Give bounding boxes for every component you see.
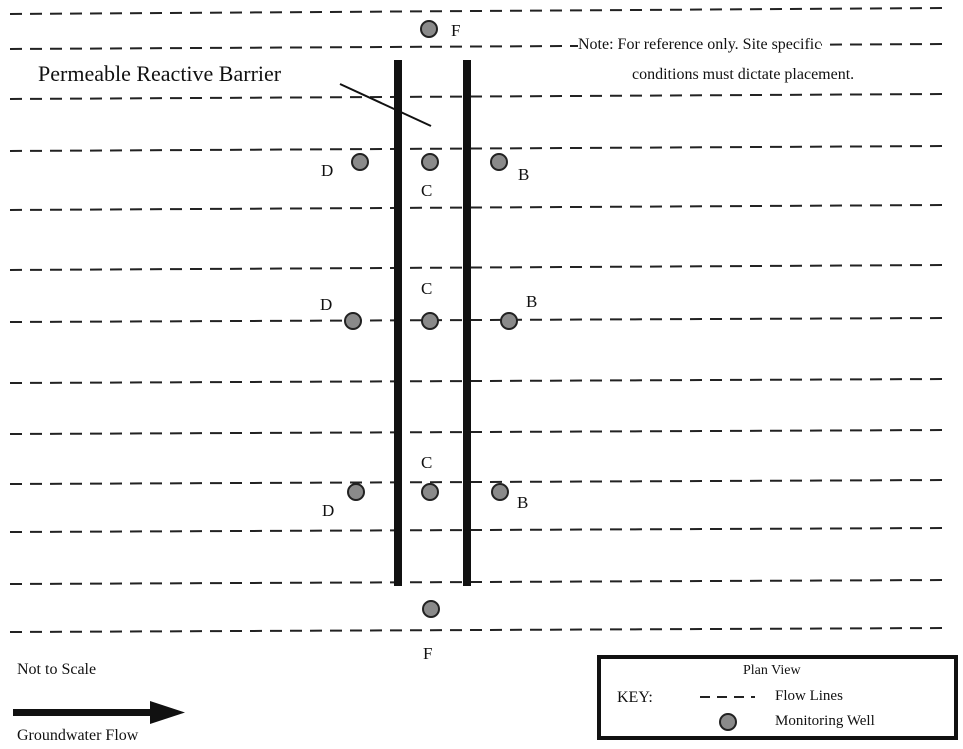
well-C1 [421, 153, 439, 171]
well-label-B2: B [526, 292, 538, 311]
well-C2 [421, 312, 439, 330]
well-B1 [490, 153, 508, 171]
key-label: KEY: [617, 689, 653, 706]
well-label-B3: B [517, 493, 529, 512]
barrier-wall-left [394, 60, 402, 586]
flow-line [9, 7, 946, 15]
flow-line [9, 429, 946, 435]
flow-line [9, 93, 946, 100]
well-B3 [491, 483, 509, 501]
well-F-top [420, 20, 438, 38]
well-label-D1: D [321, 161, 334, 180]
well-label-B1: B [518, 165, 530, 184]
groundwater-flow-label: Groundwater Flow [17, 727, 139, 744]
well-C3 [421, 483, 439, 501]
barrier-title-label: Permeable Reactive Barrier [38, 61, 282, 86]
well-label-F-bottom: F [423, 644, 433, 663]
well-D1 [351, 153, 369, 171]
key-flow-lines-label: Flow Lines [775, 688, 843, 704]
well-label-C2: C [421, 279, 433, 298]
well-label-F-top: F [451, 21, 461, 40]
flow-line [9, 204, 946, 211]
key-legend-box [597, 655, 958, 740]
flow-line [9, 378, 946, 384]
well-F-bottom [422, 600, 440, 618]
well-D2 [344, 312, 362, 330]
flow-line [9, 627, 946, 633]
barrier-leader-line [339, 83, 432, 127]
well-label-D3: D [322, 501, 335, 520]
well-label-D2: D [320, 295, 333, 314]
note-line-2: conditions must dictate placement. [632, 66, 855, 83]
flow-line [9, 527, 946, 533]
key-monitoring-well-label: Monitoring Well [775, 713, 875, 729]
note-line-1: Note: For reference only. Site specific [578, 36, 822, 53]
flow-line [9, 317, 946, 323]
barrier-wall-right [463, 60, 471, 586]
well-label-C1: C [421, 181, 433, 200]
well-B2 [500, 312, 518, 330]
well-label-C3: C [421, 453, 433, 472]
well-D3 [347, 483, 365, 501]
flow-line [9, 43, 946, 50]
not-to-scale-label: Not to Scale [17, 661, 97, 678]
flow-line [9, 264, 946, 271]
key-heading: Plan View [743, 663, 801, 678]
key-monitoring-well-symbol [719, 713, 737, 731]
groundwater-flow-arrow-icon [13, 701, 185, 724]
flow-lines [9, 7, 946, 633]
flow-line [9, 145, 946, 152]
flow-line [9, 579, 946, 585]
monitoring-wells [344, 20, 518, 618]
flow-line [9, 479, 946, 485]
